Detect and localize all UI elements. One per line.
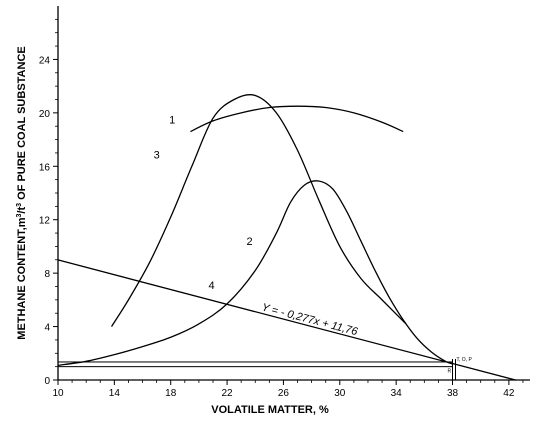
y-tick-label-2: 8 xyxy=(44,269,50,280)
y-axis-title-sup2: 3 xyxy=(16,203,23,207)
axes xyxy=(57,6,530,381)
y-axis-title-part1: METHANE CONTENT,m xyxy=(16,217,28,339)
x-tick-label-1: 14 xyxy=(109,388,121,399)
regression-equation-label: Y = - 0,277x + 11,76 xyxy=(260,302,359,339)
x-tick-label-3: 22 xyxy=(222,388,234,399)
series-2-curve xyxy=(57,180,453,366)
series-1-curve xyxy=(190,105,404,133)
y-axis-title-part3: OF PURE COAL SUBSTANCE xyxy=(16,46,28,203)
x-tick-label-5: 30 xyxy=(334,388,346,399)
y-tick-label-5: 20 xyxy=(39,109,51,120)
band-tiny-label-bottom: R xyxy=(448,369,452,375)
series-2-label: 2 xyxy=(247,236,253,248)
data-series xyxy=(57,93,517,381)
x-axis-title: VOLATILE MATTER, % xyxy=(211,404,329,416)
y-axis-title-sup1: 3 xyxy=(16,213,23,217)
x-tick-label-7: 38 xyxy=(447,388,459,399)
series-labels: 1 2 3 4 Y = - 0,277x + 11,76 xyxy=(154,115,360,339)
series-4-regression-line xyxy=(57,259,517,381)
y-tick-label-4: 16 xyxy=(39,162,51,173)
series-3-label: 3 xyxy=(154,149,160,161)
series-4-label: 4 xyxy=(209,280,215,292)
band-tiny-label-top: T, O, P xyxy=(457,357,473,363)
x-tick-label-4: 26 xyxy=(278,388,290,399)
x-tick-label-0: 10 xyxy=(52,388,64,399)
y-axis-title: METHANE CONTENT,m3/t3 OF PURE COAL SUBST… xyxy=(16,46,28,339)
y-tick-label-0: 0 xyxy=(44,376,50,387)
x-tick-label-6: 34 xyxy=(391,388,403,399)
x-tick-label-8: 42 xyxy=(503,388,515,399)
annotation-band: T, O, P R xyxy=(57,357,473,380)
series-3-curve xyxy=(110,93,407,327)
y-ticks: 0 4 8 12 16 20 24 xyxy=(39,18,58,387)
band-rect xyxy=(57,361,454,368)
y-tick-label-6: 24 xyxy=(39,55,51,66)
x-tick-label-2: 18 xyxy=(165,388,177,399)
y-tick-label-1: 4 xyxy=(44,323,50,334)
x-ticks: 10 14 18 22 26 30 34 38 42 xyxy=(52,380,524,399)
series-1-label: 1 xyxy=(169,115,175,127)
y-tick-label-3: 12 xyxy=(39,216,51,227)
y-axis-title-part2: /t xyxy=(16,207,28,214)
